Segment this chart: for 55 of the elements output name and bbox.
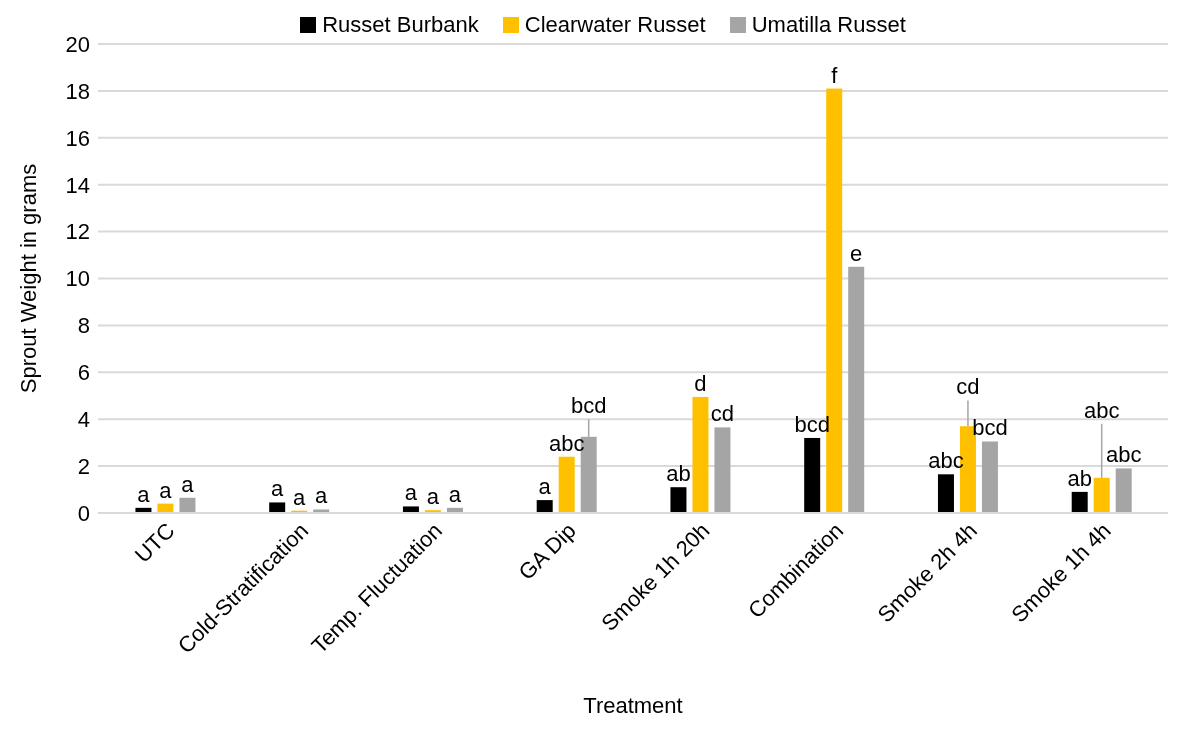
data-label: ab bbox=[1067, 465, 1092, 491]
bar bbox=[402, 506, 419, 513]
bar bbox=[714, 427, 731, 513]
y-tick-label: 18 bbox=[65, 78, 90, 104]
y-tick-label: 2 bbox=[77, 453, 90, 479]
bar bbox=[1115, 468, 1132, 513]
x-axis-title: Treatment bbox=[583, 693, 683, 718]
y-tick-label: 14 bbox=[65, 172, 90, 198]
data-label: a bbox=[448, 481, 462, 507]
bar bbox=[981, 441, 998, 513]
data-label: a bbox=[181, 471, 195, 497]
y-tick-label: 10 bbox=[65, 266, 90, 292]
legend-label: Clearwater Russet bbox=[524, 12, 706, 38]
y-tick-label: 4 bbox=[77, 407, 90, 433]
data-label: abc bbox=[548, 430, 585, 456]
data-label: a bbox=[538, 474, 552, 500]
legend-label: Umatilla Russet bbox=[751, 12, 906, 38]
y-tick-label: 6 bbox=[77, 360, 90, 386]
data-label: abc bbox=[1105, 442, 1142, 468]
bar bbox=[692, 396, 709, 513]
data-label: a bbox=[315, 483, 329, 509]
data-label: ab bbox=[666, 461, 691, 487]
y-tick-label: 0 bbox=[77, 500, 90, 526]
y-tick-label: 16 bbox=[65, 125, 90, 151]
bar bbox=[558, 456, 575, 513]
bar bbox=[848, 266, 865, 513]
bar bbox=[536, 500, 553, 513]
y-axis-title: Sprout Weight in grams bbox=[15, 163, 41, 394]
data-label: a bbox=[271, 476, 285, 502]
data-label: cd bbox=[710, 401, 735, 427]
data-label: e bbox=[850, 240, 863, 266]
bar bbox=[179, 497, 196, 513]
bar bbox=[937, 474, 954, 513]
x-tick-label: GA Dip bbox=[513, 517, 581, 585]
bar bbox=[804, 437, 821, 513]
data-label: a bbox=[159, 477, 173, 503]
data-label: abc bbox=[1083, 397, 1120, 423]
data-label: a bbox=[137, 481, 151, 507]
legend-label: Russet Burbank bbox=[322, 12, 479, 38]
bar bbox=[1071, 491, 1088, 513]
data-label: f bbox=[831, 62, 839, 88]
bar bbox=[670, 487, 687, 513]
data-label: a bbox=[293, 484, 307, 510]
bar bbox=[269, 502, 286, 513]
data-label: bcd bbox=[972, 415, 1008, 441]
data-label: cd bbox=[956, 374, 980, 400]
data-label: a bbox=[426, 484, 440, 510]
data-label: d bbox=[694, 370, 707, 396]
data-label: bcd bbox=[570, 393, 607, 419]
y-tick-label: 12 bbox=[65, 219, 90, 245]
data-label: a bbox=[404, 480, 418, 506]
y-tick-label: 20 bbox=[65, 31, 90, 57]
y-tick-label: 8 bbox=[77, 313, 90, 339]
bar bbox=[1093, 477, 1110, 513]
x-tick-label: UTC bbox=[129, 517, 180, 568]
